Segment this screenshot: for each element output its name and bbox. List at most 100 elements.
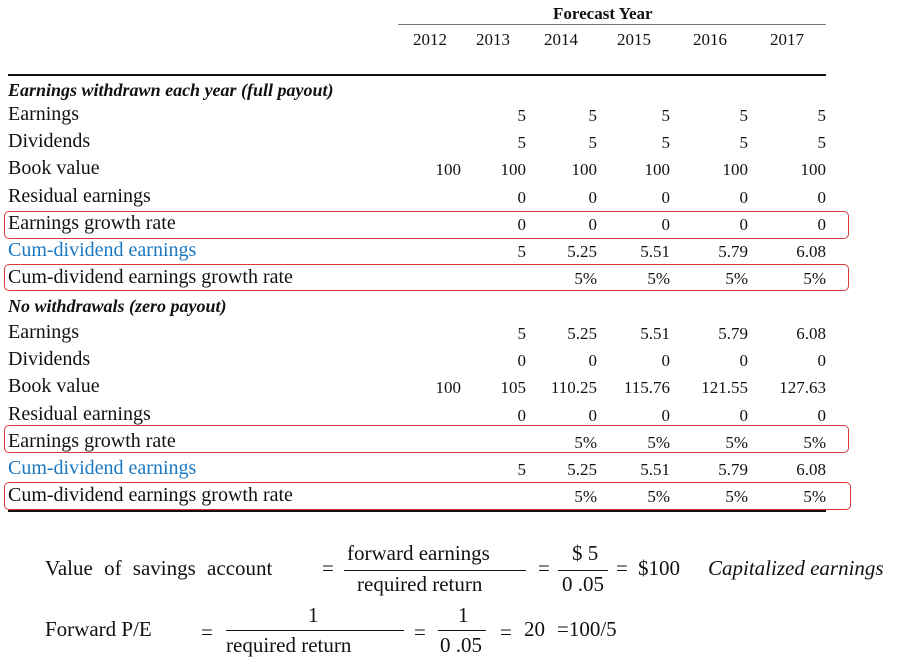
pe-eq-1: = bbox=[201, 620, 213, 644]
savings-denominator: required return bbox=[357, 572, 483, 596]
table-cell: 100 bbox=[435, 160, 462, 180]
table-cell: 5 bbox=[661, 133, 671, 153]
table-cell: 115.76 bbox=[623, 378, 670, 398]
table-cell: 0 bbox=[588, 187, 598, 207]
table-cell: 0 bbox=[739, 351, 749, 371]
savings-fraction-bar bbox=[344, 570, 526, 571]
table-cell: 100 bbox=[722, 160, 749, 180]
row-label: Earnings growth rate bbox=[8, 211, 176, 234]
table-cell: 5.79 bbox=[718, 242, 748, 261]
forecast-year-title: Forecast Year bbox=[553, 4, 653, 23]
table-cell: 0 bbox=[517, 405, 527, 425]
year-2012: 2012 bbox=[413, 30, 447, 49]
table-cell: 0 bbox=[588, 214, 598, 234]
table-cell: 5% bbox=[803, 432, 826, 452]
table-cell: 0 bbox=[739, 405, 749, 425]
table-cell: 5% bbox=[803, 487, 826, 507]
row-label: Residual earnings bbox=[8, 184, 151, 207]
table-cell: 0 bbox=[817, 351, 827, 371]
table-cell: 100 bbox=[435, 378, 462, 398]
table-cell: 5 bbox=[517, 242, 527, 261]
pe-fraction-bar-2 bbox=[438, 630, 486, 631]
table-cell: 100 bbox=[644, 160, 671, 180]
pe-eq-2: = bbox=[414, 620, 426, 644]
row-label: Residual earnings bbox=[8, 402, 151, 425]
table-cell: 5 bbox=[517, 324, 527, 343]
highlight-box-earnings-growth-1 bbox=[4, 211, 849, 239]
table-cell: 5 bbox=[739, 106, 749, 125]
row-label: Cum-dividend earnings bbox=[8, 239, 197, 261]
row-label: Earnings bbox=[8, 103, 80, 125]
capitalized-earnings-caption: Capitalized earnings bbox=[708, 556, 884, 580]
table-cell: 5.51 bbox=[640, 324, 670, 343]
savings-fraction-bar-2 bbox=[558, 570, 608, 571]
year-2013: 2013 bbox=[476, 30, 510, 49]
pe-ratio-note: =100/5 bbox=[557, 617, 617, 641]
table-cell: 6.08 bbox=[796, 460, 826, 479]
pe-result: 20 bbox=[524, 617, 545, 641]
table-cell: 0 bbox=[817, 405, 827, 425]
table-cell: 5.25 bbox=[567, 242, 597, 261]
savings-formula-lhs: Value of savings account bbox=[45, 556, 273, 580]
highlight-box-earnings-growth-2 bbox=[4, 425, 849, 453]
pe-eq-3: = bbox=[500, 620, 512, 644]
table-cell: 5% bbox=[647, 487, 670, 507]
row-label: Book value bbox=[8, 157, 100, 180]
table-cell: 5.25 bbox=[567, 324, 597, 343]
table-cell: 5.79 bbox=[718, 324, 748, 343]
table-cell: 0 bbox=[517, 187, 527, 207]
year-2017: 2017 bbox=[770, 30, 804, 49]
table-cell: 100 bbox=[500, 160, 527, 180]
section-title-zero-payout: No withdrawals (zero payout) bbox=[8, 296, 227, 316]
year-2016: 2016 bbox=[693, 30, 727, 49]
table-cell: 5.79 bbox=[718, 460, 748, 479]
table-cell: 6.08 bbox=[796, 242, 826, 261]
highlight-box-cum-growth-2 bbox=[4, 482, 851, 510]
table-cell: 5.25 bbox=[567, 460, 597, 479]
pe-fraction-bar bbox=[226, 630, 404, 631]
table-cell: 5 bbox=[817, 106, 827, 125]
table-cell: 5.51 bbox=[640, 242, 670, 261]
row-label: Cum-dividend earnings growth rate bbox=[8, 266, 293, 289]
table-cell: 5 bbox=[517, 133, 527, 153]
table-cell: 127.63 bbox=[779, 378, 826, 398]
table-cell: 5.51 bbox=[640, 460, 670, 479]
year-2015: 2015 bbox=[617, 30, 651, 49]
header-underline bbox=[398, 24, 826, 25]
pe-numerator: 1 bbox=[308, 603, 319, 627]
table-cell: 5 bbox=[739, 133, 749, 153]
savings-eq-2: = bbox=[538, 556, 550, 580]
savings-numerator-2: $ 5 bbox=[572, 541, 599, 565]
table-top-rule bbox=[8, 74, 826, 76]
table-cell: 0 bbox=[588, 405, 598, 425]
savings-numerator: forward earnings bbox=[347, 541, 490, 565]
table-bottom-rule bbox=[8, 510, 826, 512]
pe-formula-lhs: Forward P/E bbox=[45, 617, 152, 641]
table-cell: 5 bbox=[588, 106, 598, 125]
table-cell: 121.55 bbox=[701, 378, 748, 398]
table-cell: 5% bbox=[725, 269, 748, 289]
table-cell: 0 bbox=[661, 351, 671, 371]
table-cell: 0 bbox=[661, 405, 671, 425]
pe-numerator-2: 1 bbox=[458, 603, 469, 627]
table-cell: 5 bbox=[661, 106, 671, 125]
table-cell: 110.25 bbox=[550, 378, 597, 398]
highlight-box-cum-growth-1 bbox=[4, 264, 849, 291]
table-cell: 5% bbox=[725, 487, 748, 507]
table-cell: 0 bbox=[661, 187, 671, 207]
row-label: Book value bbox=[8, 375, 100, 398]
savings-eq-3: = bbox=[616, 556, 628, 580]
table-cell: 0 bbox=[739, 214, 749, 234]
table-cell: 5% bbox=[803, 269, 826, 289]
row-label: Dividends bbox=[8, 130, 91, 153]
table-cell: 5% bbox=[574, 269, 597, 289]
table-cell: 100 bbox=[800, 160, 827, 180]
year-2014: 2014 bbox=[544, 30, 578, 49]
table-cell: 0 bbox=[739, 187, 749, 207]
table-cell: 100 bbox=[571, 160, 598, 180]
table-cell: 0 bbox=[817, 187, 827, 207]
savings-denominator-2: 0 .05 bbox=[562, 572, 604, 596]
row-label: Cum-dividend earnings growth rate bbox=[8, 484, 293, 507]
row-label: Earnings growth rate bbox=[8, 429, 176, 452]
savings-eq-1: = bbox=[322, 556, 334, 580]
